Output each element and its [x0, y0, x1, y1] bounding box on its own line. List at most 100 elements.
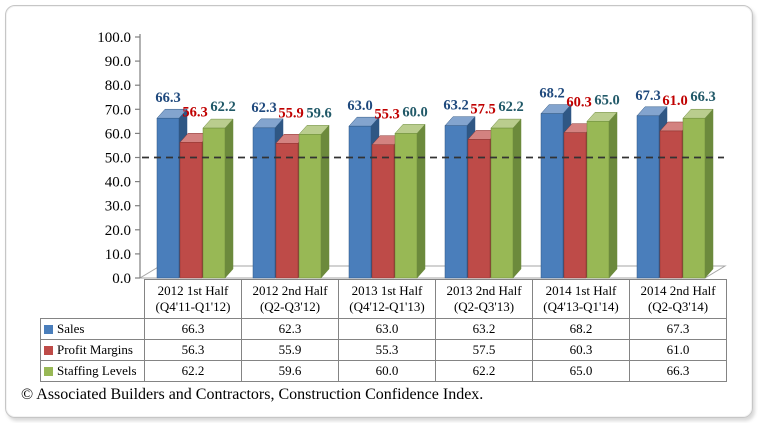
bar-0-cat-4 — [540, 113, 564, 279]
bar-2-cat-4 — [586, 121, 610, 279]
category-header-cell-0: 2012 1st Half (Q4'11-Q1'12) — [144, 279, 242, 319]
series-name-label: Staffing Levels — [57, 363, 137, 378]
y-axis-tick-label: 90.0 — [105, 54, 131, 70]
value-cell-2-5: 66.3 — [629, 360, 727, 382]
category-header-cell-1: 2012 2nd Half (Q2-Q3'12) — [241, 279, 339, 319]
category-label: 2012 1st Half — [157, 283, 229, 298]
bar-1-cat-5 — [659, 130, 683, 279]
bar-side-2 — [224, 118, 234, 279]
bar-2-cat-1 — [298, 134, 322, 279]
bar-label-2: 62.2 — [498, 99, 523, 115]
table-row-profit-margins: Profit Margins 56.3 55.9 55.3 57.5 60.3 61.0 — [40, 339, 727, 361]
y-axis-tick-label: 100.0 — [97, 30, 131, 46]
bar-side-2 — [512, 118, 522, 279]
legend-swatch-staffing-levels — [44, 367, 53, 376]
bar-0-cat-5 — [636, 115, 660, 279]
value-cell-1-2: 55.3 — [338, 339, 436, 361]
y-axis-tick-label: 30.0 — [105, 199, 131, 215]
bar-label-0: 63.2 — [443, 98, 468, 114]
bar-side-2 — [608, 111, 618, 279]
category-header-cell-2: 2013 1st Half (Q4'12-Q1'13) — [338, 279, 436, 319]
bar-label-1: 61.0 — [662, 93, 687, 109]
series-name-cell: Staffing Levels — [40, 360, 145, 382]
bar-0-cat-2 — [348, 125, 372, 279]
y-axis-tick-label: 0.0 — [112, 271, 131, 287]
value-cell-1-1: 55.9 — [241, 339, 339, 361]
bar-label-2: 66.3 — [690, 89, 715, 105]
bar-label-2: 60.0 — [402, 104, 427, 120]
bar-label-2: 65.0 — [594, 92, 619, 108]
category-sublabel: (Q2-Q3'12) — [259, 299, 321, 314]
value-cell-1-5: 61.0 — [629, 339, 727, 361]
category-label: 2013 1st Half — [351, 283, 423, 298]
series-name-label: Profit Margins — [57, 342, 133, 357]
value-cell-0-3: 63.2 — [435, 318, 533, 340]
category-header-cell-4: 2014 1st Half (Q4'13-Q1'14) — [532, 279, 630, 319]
series-name-cell: Sales — [40, 318, 145, 340]
bar-1-cat-2 — [371, 144, 395, 279]
bar-1-cat-3 — [467, 139, 491, 279]
bar-label-1: 60.3 — [566, 95, 591, 111]
bar-label-0: 63.0 — [347, 98, 372, 114]
bar-label-1: 55.3 — [374, 107, 399, 123]
category-header-cell-5: 2014 2nd Half (Q2-Q3'14) — [629, 279, 727, 319]
source-attribution: © Associated Builders and Contractors, C… — [21, 386, 484, 403]
bar-side-2 — [704, 108, 714, 279]
value-cell-2-1: 59.6 — [241, 360, 339, 382]
bar-side-2 — [416, 123, 426, 279]
bar-side-2 — [320, 124, 330, 279]
bar-label-2: 62.2 — [210, 99, 235, 115]
category-label: 2012 2nd Half — [252, 283, 328, 298]
category-header-row: 2012 1st Half (Q4'11-Q1'12) 2012 2nd Half(… — [41, 279, 727, 319]
category-label: 2014 2nd Half — [640, 283, 716, 298]
bar-label-1: 56.3 — [182, 104, 207, 120]
value-cell-2-4: 65.0 — [532, 360, 630, 382]
category-label: 2013 2nd Half — [446, 283, 522, 298]
bar-label-1: 55.9 — [278, 105, 303, 121]
value-cell-2-2: 60.0 — [338, 360, 436, 382]
value-cell-0-1: 62.3 — [241, 318, 339, 340]
bar-2-cat-5 — [682, 117, 706, 279]
y-axis-tick-label: 70.0 — [105, 102, 131, 118]
y-axis-tick-label: 20.0 — [105, 223, 131, 239]
bar-1-cat-1 — [275, 143, 299, 279]
bar-label-0: 62.3 — [251, 100, 276, 116]
bar-2-cat-0 — [202, 127, 226, 279]
y-axis-tick-label: 60.0 — [105, 126, 131, 142]
value-cell-1-4: 60.3 — [532, 339, 630, 361]
table-corner-cell — [41, 280, 145, 319]
category-sublabel: (Q4'11-Q1'12) — [155, 299, 231, 314]
bar-2-cat-3 — [490, 127, 514, 279]
bar-label-0: 67.3 — [635, 88, 660, 104]
y-axis-tick-label: 80.0 — [105, 78, 131, 94]
value-cell-0-0: 66.3 — [144, 318, 242, 340]
value-cell-1-3: 57.5 — [435, 339, 533, 361]
bar-label-1: 57.5 — [470, 101, 495, 117]
category-sublabel: (Q4'12-Q1'13) — [349, 299, 425, 314]
legend-swatch-profit-margins — [44, 346, 53, 355]
bar-0-cat-0 — [156, 117, 180, 279]
category-sublabel: (Q2-Q3'14) — [647, 299, 709, 314]
series-name-cell: Profit Margins — [40, 339, 145, 361]
bar-label-0: 66.3 — [155, 90, 180, 106]
value-cell-2-3: 62.2 — [435, 360, 533, 382]
bar-0-cat-3 — [444, 125, 468, 279]
value-cell-2-0: 62.2 — [144, 360, 242, 382]
y-axis-tick-label: 10.0 — [105, 247, 131, 263]
legend-swatch-sales — [44, 325, 53, 334]
bar-0-cat-1 — [252, 127, 276, 279]
series-name-label: Sales — [57, 321, 85, 336]
table-row-staffing-levels: Staffing Levels 62.2 59.6 60.0 62.2 65.0 66.3 — [40, 360, 727, 382]
bar-1-cat-0 — [179, 142, 203, 279]
value-cell-0-4: 68.2 — [532, 318, 630, 340]
bar-1-cat-4 — [563, 132, 587, 279]
bar-label-2: 59.6 — [306, 105, 331, 121]
bar-2-cat-2 — [394, 133, 418, 279]
y-axis-tick-label: 40.0 — [105, 175, 131, 191]
category-sublabel: (Q4'13-Q1'14) — [543, 299, 619, 314]
value-cell-1-0: 56.3 — [144, 339, 242, 361]
category-sublabel: (Q2-Q3'13) — [453, 299, 515, 314]
chart-data-table: 2012 1st Half (Q4'11-Q1'12) 2012 2nd Half(… — [40, 279, 727, 382]
category-header-cell-3: 2013 2nd Half (Q2-Q3'13) — [435, 279, 533, 319]
value-cell-0-2: 63.0 — [338, 318, 436, 340]
